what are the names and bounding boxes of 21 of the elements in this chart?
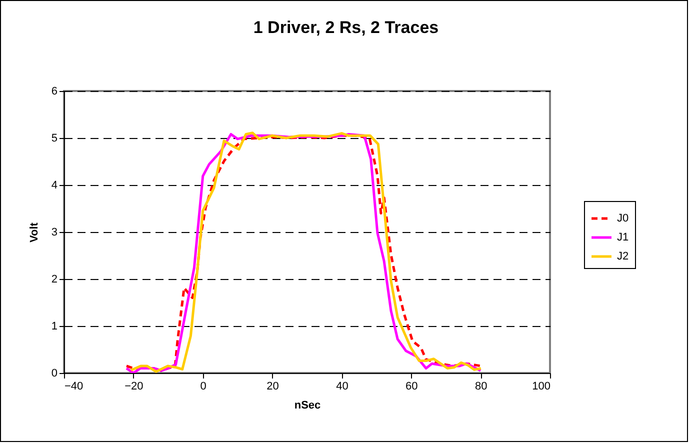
y-tick-label: 3 xyxy=(51,226,58,238)
y-axis-title: Volt xyxy=(28,222,40,242)
legend-label: J2 xyxy=(617,250,629,262)
x-tick-label: −20 xyxy=(124,380,144,392)
y-tick-label: 4 xyxy=(51,180,58,192)
y-tick-label: 1 xyxy=(51,320,58,332)
legend-label: J1 xyxy=(617,232,629,244)
x-tick-label: 80 xyxy=(474,380,488,392)
x-tick-label: 60 xyxy=(406,380,418,392)
x-tick-label: 20 xyxy=(266,380,279,392)
y-tick-label: 0 xyxy=(51,368,58,380)
x-tick-label: 0 xyxy=(200,380,206,392)
x-tick-label: 100 xyxy=(532,380,550,392)
y-tick-label: 5 xyxy=(51,132,58,144)
x-axis-title: nSec xyxy=(294,400,321,412)
x-tick-label: −40 xyxy=(64,380,84,392)
x-tick-label: 40 xyxy=(336,380,348,392)
chart-title: 1 Driver, 2 Rs, 2 Traces xyxy=(253,18,439,37)
y-tick-label: 2 xyxy=(51,274,58,286)
y-tick-label: 6 xyxy=(51,86,58,98)
legend-label: J0 xyxy=(617,212,629,224)
